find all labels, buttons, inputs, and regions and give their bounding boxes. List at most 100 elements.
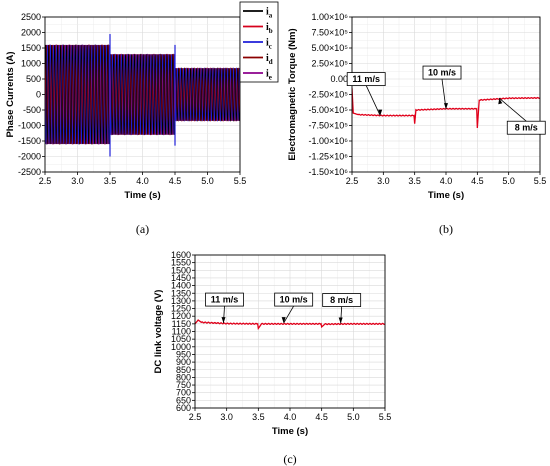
y-tick-label: 850 <box>176 365 191 375</box>
y-tick-label: 1150 <box>172 319 191 329</box>
y-tick-label: 2500 <box>21 12 41 22</box>
x-axis-label: Time (s) <box>272 426 308 437</box>
y-tick-label: 1.00×10⁶ <box>312 12 349 22</box>
annotation-box <box>346 72 386 86</box>
y-tick-label: -2500 <box>18 167 41 177</box>
y-tick-label: 1100 <box>172 327 191 337</box>
annotation-arrowhead <box>221 317 226 324</box>
x-tick-label: 4.5 <box>471 176 484 186</box>
y-axis-label: Phase Currents (A) <box>5 51 16 137</box>
x-tick-label: 4.5 <box>169 176 182 186</box>
annotation: 11 m/s <box>346 72 386 116</box>
y-tick-label: 1500 <box>171 265 191 275</box>
y-tick-label: 0 <box>36 90 41 100</box>
x-tick-label: 5.5 <box>234 176 247 186</box>
legend-label-ic: ic <box>266 38 272 51</box>
x-tick-label: 3.5 <box>104 176 117 186</box>
annotation-label: 11 m/s <box>352 74 380 84</box>
y-tick-label: 1400 <box>171 281 191 291</box>
series-plot <box>195 319 385 331</box>
y-tick-label: 2.50×10⁵ <box>311 59 348 69</box>
legend-label-ia: ia <box>266 7 273 20</box>
annotation: 10 m/s <box>422 65 462 110</box>
legend-label-id: id <box>266 53 273 66</box>
chart-panel-0: 2.5 3.0 3.5 4.0 4.5 5.0 5.5 2500 2000 1500 1000 500… <box>5 1 279 236</box>
annotation-arrowhead <box>281 317 286 324</box>
x-tick-label: 3.0 <box>220 412 233 422</box>
y-tick-label: 5.00×10⁵ <box>311 43 348 53</box>
y-tick-label: 1550 <box>171 258 191 268</box>
legend-label-subscript: b <box>269 27 273 35</box>
y-tick-label: 1200 <box>171 311 191 321</box>
x-tick-label: 3.5 <box>252 412 265 422</box>
x-tick-label: 5.0 <box>201 176 214 186</box>
annotation-label: 11 m/s <box>211 295 239 305</box>
phase-currents-plot <box>45 34 240 157</box>
y-tick-label: -1500 <box>18 136 41 146</box>
x-tick-label: 4.0 <box>136 176 149 186</box>
annotation: 11 m/s <box>205 292 244 324</box>
annotation-box <box>422 65 462 80</box>
series-line <box>195 319 385 331</box>
annotation-arrowhead <box>378 109 383 116</box>
y-tick-label: -1.25×10⁶ <box>309 152 349 162</box>
x-tick-label: 5.5 <box>534 176 547 186</box>
y-tick-label: 1450 <box>171 273 191 283</box>
annotation: 8 m/s <box>322 293 362 324</box>
x-tick-label: 3.0 <box>71 176 84 186</box>
panel-caption: (b) <box>439 222 453 236</box>
x-tick-label: 2.5 <box>39 176 52 186</box>
legend-label-subscript: d <box>269 58 273 66</box>
x-tick-label: 4.0 <box>284 412 297 422</box>
x-tick-label: 5.0 <box>502 176 515 186</box>
x-tick-label: 2.5 <box>346 176 359 186</box>
y-tick-label: 1350 <box>171 288 191 298</box>
annotation-arrowhead <box>498 98 503 105</box>
annotation-box <box>274 292 314 307</box>
legend-label-ib: ib <box>266 22 273 35</box>
plot-frame <box>194 254 386 409</box>
y-tick-label: 1050 <box>171 334 191 344</box>
annotation-label: 8 m/s <box>330 295 353 305</box>
y-tick-label: 750 <box>176 380 191 390</box>
y-tick-label: -5.00×10⁵ <box>308 105 348 115</box>
legend-label-subscript: e <box>269 74 272 82</box>
annotation: 10 m/s <box>274 292 314 324</box>
y-tick-label: -2000 <box>18 152 41 162</box>
x-tick-label: 4.0 <box>440 176 453 186</box>
plot-frame <box>351 16 541 173</box>
chart-panel-2: 2.5 3.0 3.5 4.0 4.5 5.0 5.5 1600155015001450140… <box>153 250 391 466</box>
y-tick-label: -7.50×10⁵ <box>308 121 348 131</box>
annotation: 8 m/s <box>498 97 546 135</box>
legend-label-ie: ie <box>266 69 272 82</box>
y-tick-label: 700 <box>176 388 191 398</box>
y-tick-label: 0.00 <box>330 74 348 84</box>
y-tick-label: -1000 <box>18 121 41 131</box>
legend-label-subscript: c <box>269 43 272 51</box>
y-tick-label: 950 <box>176 349 191 359</box>
annotation-box <box>205 292 244 307</box>
series-line-ia <box>45 44 240 145</box>
annotation-arrowhead <box>338 317 343 324</box>
y-tick-label: 1250 <box>171 304 191 314</box>
y-tick-label: -500 <box>23 105 41 115</box>
x-tick-label: 4.5 <box>315 412 328 422</box>
y-tick-label: 2000 <box>21 28 41 38</box>
annotation-label: 10 m/s <box>280 295 308 305</box>
panel-caption: (c) <box>283 452 296 466</box>
annotation-leader <box>499 97 527 122</box>
annotation-arrowhead <box>444 103 448 110</box>
x-tick-label: 5.5 <box>379 412 392 422</box>
y-tick-label: -2.50×10⁵ <box>308 90 348 100</box>
annotation-leader <box>365 85 381 116</box>
y-tick-label: 1500 <box>21 43 41 53</box>
y-tick-label: 600 <box>176 403 191 413</box>
y-tick-label: 900 <box>176 357 191 367</box>
x-tick-label: 3.5 <box>408 176 421 186</box>
panel-caption: (a) <box>136 222 149 236</box>
legend-label-base: i <box>266 22 269 33</box>
y-axis-label: Electromagnetic Torque (Nm) <box>287 28 298 160</box>
annotation-leader <box>283 305 295 324</box>
